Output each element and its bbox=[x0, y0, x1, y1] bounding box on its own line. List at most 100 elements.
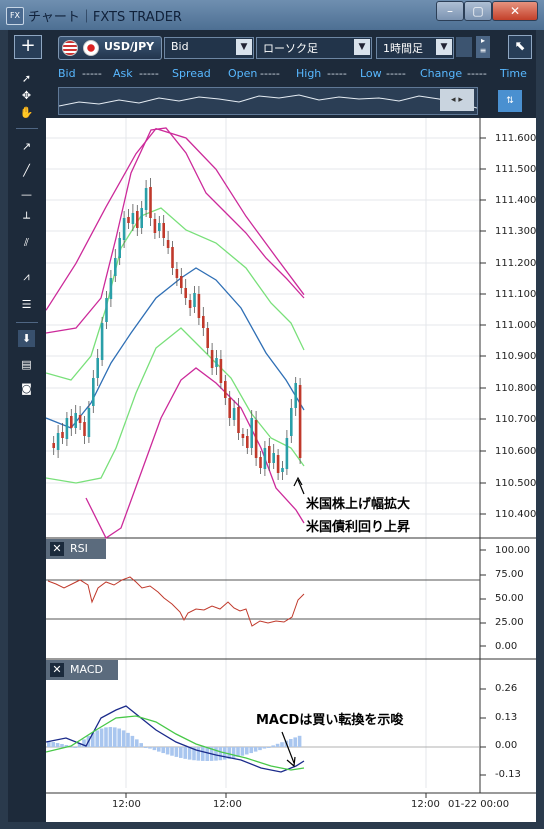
close-macd-icon[interactable]: ✕ bbox=[50, 663, 64, 677]
close-rsi-icon[interactable]: ✕ bbox=[50, 542, 64, 556]
macd-histogram-bar bbox=[157, 747, 161, 752]
macd-histogram-bar bbox=[293, 737, 297, 747]
sync-icon[interactable]: ⇅ bbox=[498, 90, 522, 112]
macd-annotation-arrow bbox=[281, 731, 295, 764]
macd-panel-header: ✕ MACD bbox=[46, 660, 118, 680]
maximize-button[interactable]: ▢ bbox=[464, 1, 492, 21]
main-y-label: 111.600 bbox=[495, 133, 537, 144]
line-tool-icon[interactable]: ╱ bbox=[23, 164, 30, 177]
candle-body bbox=[290, 408, 293, 436]
macd-histogram-bar bbox=[135, 739, 139, 747]
overview-navigator[interactable] bbox=[58, 87, 478, 115]
quote-open-value: ----- bbox=[260, 67, 280, 80]
navigator-scroll-arrows-icon[interactable]: ◂ ▸ bbox=[440, 89, 474, 111]
timeframe-select[interactable]: 1時間足 ▼ bbox=[376, 37, 454, 59]
macd-histogram-bar bbox=[51, 742, 55, 747]
candle-body bbox=[294, 383, 297, 408]
rsi-y-label: 75.00 bbox=[495, 569, 524, 580]
candle-body bbox=[162, 223, 165, 238]
download-icon[interactable]: ⬇ bbox=[18, 330, 35, 347]
macd-histogram-bar bbox=[240, 747, 245, 756]
macd-histogram-bar bbox=[148, 747, 152, 749]
candle-body bbox=[276, 455, 280, 473]
macd-y-label: 0.00 bbox=[495, 740, 518, 751]
candle-body bbox=[114, 258, 117, 276]
candle-body bbox=[158, 223, 161, 231]
rsi-y-label: 0.00 bbox=[495, 641, 518, 652]
candle-body bbox=[272, 453, 275, 463]
crosshair-icon[interactable]: ✥ bbox=[21, 89, 32, 102]
quote-bid-value: ----- bbox=[82, 67, 102, 80]
candle-body bbox=[180, 276, 183, 288]
quote-ask-label: Ask bbox=[113, 67, 133, 80]
list-icon[interactable]: ▤ bbox=[21, 358, 32, 371]
rsi-panel-title: RSI bbox=[70, 542, 88, 555]
timeframe-value: 1時間足 bbox=[383, 42, 423, 55]
candle-body bbox=[70, 416, 73, 428]
candle-body bbox=[268, 446, 271, 463]
macd-histogram-bar bbox=[214, 747, 218, 761]
candle-body bbox=[122, 218, 126, 240]
main-y-label: 111.000 bbox=[495, 320, 537, 331]
horizontal-line-icon[interactable]: — bbox=[21, 188, 32, 201]
camera-icon[interactable]: ◙ bbox=[21, 382, 32, 395]
quote-low-value: ----- bbox=[386, 67, 406, 80]
channel-tool-icon[interactable]: ⫽ bbox=[24, 236, 29, 249]
candle-body bbox=[171, 247, 174, 268]
chart-type-select[interactable]: ローソク足 ▼ bbox=[256, 37, 372, 59]
rsi-y-label: 100.00 bbox=[495, 545, 530, 556]
macd-histogram-bar bbox=[205, 747, 209, 761]
candle-body bbox=[78, 415, 82, 423]
vertical-line-icon[interactable]: ┴ bbox=[23, 212, 30, 225]
candle-body bbox=[166, 240, 170, 248]
main-y-label: 111.400 bbox=[495, 195, 537, 206]
tool-divider bbox=[16, 322, 38, 323]
chart-canvas[interactable] bbox=[46, 118, 536, 822]
macd-histogram-bar bbox=[161, 747, 165, 754]
fan-tool-icon[interactable]: ⩘ bbox=[23, 270, 30, 283]
macd-histogram-bar bbox=[267, 747, 271, 748]
macd-histogram-bar bbox=[117, 728, 121, 747]
candle-body bbox=[184, 288, 187, 298]
window-title: チャート｜FXTS TRADER bbox=[28, 10, 182, 25]
minimize-button[interactable]: – bbox=[436, 1, 464, 21]
candle-body bbox=[118, 238, 121, 258]
macd-histogram-bar bbox=[60, 744, 64, 747]
macd-histogram-bar bbox=[47, 741, 51, 747]
macd-histogram-bar bbox=[275, 743, 280, 747]
macd-histogram-bar bbox=[91, 732, 95, 747]
macd-histogram-bar bbox=[280, 742, 284, 747]
macd-histogram-bar bbox=[165, 747, 170, 755]
pointer-icon[interactable]: ➚ bbox=[21, 72, 32, 85]
inner-lower-band-line bbox=[46, 327, 305, 484]
macd-histogram-bar bbox=[73, 747, 77, 748]
toolbar-scroll-right-icon[interactable]: ▸ ≡ bbox=[476, 36, 490, 58]
quote-change-value: ----- bbox=[467, 67, 487, 80]
macd-histogram-bar bbox=[262, 747, 267, 749]
macd-histogram-bar bbox=[77, 743, 82, 747]
add-chart-button[interactable]: + bbox=[14, 35, 42, 59]
pan-hand-icon[interactable]: ✋ bbox=[19, 106, 34, 119]
expand-icon[interactable]: ⬉ bbox=[508, 35, 532, 59]
chevron-down-icon: ▼ bbox=[236, 39, 252, 55]
price-side-select[interactable]: Bid ▼ bbox=[164, 37, 254, 59]
price-side-value: Bid bbox=[171, 40, 189, 53]
macd-histogram-bar bbox=[130, 735, 135, 747]
macd-annotation-arrowhead bbox=[286, 756, 296, 768]
candle-body bbox=[175, 269, 179, 278]
jp-flag-icon bbox=[83, 40, 99, 56]
candle-body bbox=[206, 328, 209, 348]
trend-tool-icon[interactable]: ↗ bbox=[21, 140, 32, 153]
candle-body bbox=[232, 408, 236, 420]
macd-histogram-bar bbox=[297, 735, 302, 747]
candle-body bbox=[136, 211, 139, 228]
fibonacci-icon[interactable]: ☰ bbox=[21, 298, 32, 311]
toolbar-scroll-left[interactable] bbox=[456, 37, 472, 57]
currency-pair-label: USD/JPY bbox=[104, 40, 155, 53]
candle-body bbox=[109, 278, 113, 299]
annotation-arrowhead bbox=[293, 476, 303, 487]
candle-body bbox=[250, 418, 253, 448]
macd-histogram-bar bbox=[187, 747, 192, 760]
macd-histogram-bar bbox=[227, 747, 231, 759]
close-button[interactable]: ✕ bbox=[492, 1, 538, 21]
